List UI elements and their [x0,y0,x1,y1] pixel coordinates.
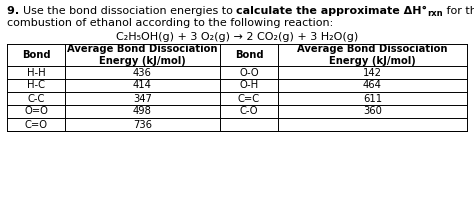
Text: calculate the approximate ΔH°: calculate the approximate ΔH° [237,6,428,16]
Text: 436: 436 [133,67,152,77]
Text: Bond: Bond [235,50,264,60]
Text: Average Bond Dissociation
Energy (kJ/mol): Average Bond Dissociation Energy (kJ/mol… [67,44,218,66]
Text: C-C: C-C [27,94,45,103]
Text: H-C: H-C [27,81,45,91]
Text: O=O: O=O [24,106,48,116]
Text: O-O: O-O [239,67,259,77]
Text: O-H: O-H [239,81,258,91]
Text: rxn: rxn [428,9,443,18]
Text: C-O: C-O [240,106,258,116]
Text: 414: 414 [133,81,152,91]
Text: 360: 360 [363,106,382,116]
Text: combustion of ethanol according to the following reaction:: combustion of ethanol according to the f… [7,18,333,28]
Text: for the: for the [443,6,474,16]
Text: 498: 498 [133,106,152,116]
Text: Bond: Bond [22,50,50,60]
Text: 9.: 9. [7,6,23,16]
Text: Use the bond dissociation energies to: Use the bond dissociation energies to [23,6,237,16]
Text: C=C: C=C [238,94,260,103]
Text: C=O: C=O [25,120,47,130]
Text: 611: 611 [363,94,382,103]
Text: C₂H₅OH(g) + 3 O₂(g) → 2 CO₂(g) + 3 H₂O(g): C₂H₅OH(g) + 3 O₂(g) → 2 CO₂(g) + 3 H₂O(g… [116,32,358,42]
Text: 736: 736 [133,120,152,130]
Text: Average Bond Dissociation
Energy (kJ/mol): Average Bond Dissociation Energy (kJ/mol… [297,44,448,66]
Text: 464: 464 [363,81,382,91]
Text: 347: 347 [133,94,152,103]
Text: 142: 142 [363,67,382,77]
Text: H-H: H-H [27,67,46,77]
